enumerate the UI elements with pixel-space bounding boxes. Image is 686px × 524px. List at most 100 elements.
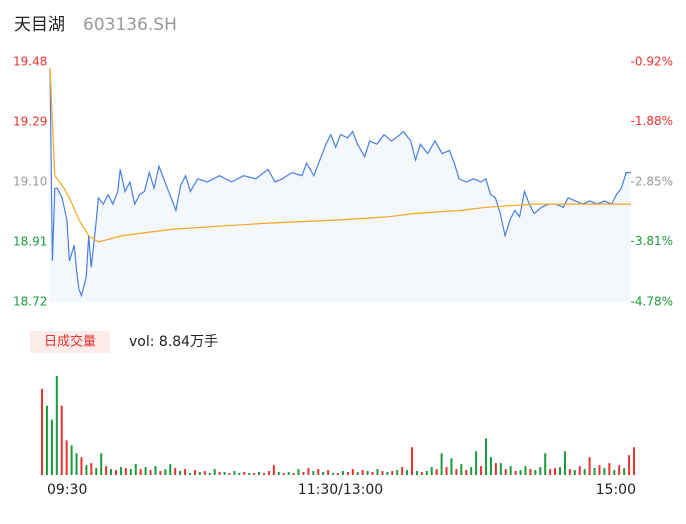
volume-bar xyxy=(75,453,78,475)
volume-bar xyxy=(80,457,83,475)
volume-bar xyxy=(554,468,557,475)
volume-bar xyxy=(415,471,418,475)
volume-bar xyxy=(218,472,221,475)
y-tick-label: 19.48 xyxy=(13,55,47,69)
volume-bar xyxy=(618,465,621,475)
volume-bar xyxy=(115,470,117,475)
volume-bar xyxy=(509,466,512,475)
volume-bar xyxy=(608,463,611,475)
volume-bar xyxy=(504,469,507,475)
volume-bar xyxy=(277,472,280,475)
volume-bar xyxy=(583,469,586,475)
price-area xyxy=(50,68,631,302)
volume-bar xyxy=(593,468,596,475)
volume-bar xyxy=(381,471,384,475)
volume-bar xyxy=(154,466,157,475)
volume-bar xyxy=(119,467,122,475)
volume-total: vol: 8.84万手 xyxy=(129,334,218,350)
x-tick-label: 15:00 xyxy=(596,482,636,498)
volume-bar xyxy=(519,470,522,475)
volume-bar xyxy=(470,467,473,475)
y-tick-label: 18.91 xyxy=(13,235,47,249)
volume-bar xyxy=(494,463,497,475)
volume-bar xyxy=(588,457,591,475)
volume-bar xyxy=(435,469,438,475)
volume-bar xyxy=(475,451,478,475)
volume-bar xyxy=(356,472,359,475)
volume-bar xyxy=(263,473,265,475)
volume-bar xyxy=(499,463,502,475)
volume-bar xyxy=(628,455,631,475)
volume-bar xyxy=(149,470,152,475)
volume-bar xyxy=(337,473,339,475)
volume-bar xyxy=(376,469,379,475)
x-tick-label: 11:30/13:00 xyxy=(298,482,383,498)
volume-bar xyxy=(539,467,542,475)
y2-tick-label: -1.88% xyxy=(631,114,673,128)
volume-legend: 日成交量 xyxy=(44,334,96,350)
volume-bar xyxy=(480,466,483,475)
volume-bar xyxy=(391,471,394,475)
volume-bar xyxy=(346,472,349,475)
volume-bar xyxy=(332,473,335,475)
volume-bar xyxy=(282,473,285,475)
volume-bar xyxy=(95,468,98,475)
volume-bar xyxy=(312,471,315,475)
volume-bar xyxy=(559,467,561,475)
volume-bar xyxy=(179,471,182,475)
volume-bar xyxy=(213,469,216,475)
volume-bar xyxy=(425,471,428,475)
volume-bar xyxy=(129,469,132,475)
y2-tick-label: -3.81% xyxy=(631,234,673,248)
volume-bar xyxy=(292,473,295,475)
volume-bar xyxy=(258,472,261,475)
volume-bar xyxy=(105,466,108,475)
volume-bar xyxy=(60,405,63,475)
volume-bar xyxy=(534,470,537,475)
volume-bar xyxy=(193,470,196,475)
volume-bar xyxy=(134,464,137,475)
volume-bar xyxy=(45,405,48,475)
volume-bar xyxy=(238,473,241,475)
volume-bar xyxy=(70,445,73,475)
volume-bar xyxy=(233,471,236,475)
volume-bar xyxy=(267,471,270,475)
volume-bar xyxy=(598,465,601,475)
volume-bar xyxy=(302,472,305,475)
volume-bar xyxy=(144,467,147,475)
volume-bar xyxy=(243,472,246,475)
volume-bar xyxy=(411,447,413,475)
volume-bar xyxy=(228,473,231,475)
volume-bar xyxy=(223,472,226,475)
y2-tick-label: -4.78% xyxy=(631,295,673,309)
volume-bar xyxy=(100,453,103,475)
volume-bar xyxy=(208,473,211,475)
volume-bar xyxy=(445,467,448,475)
volume-bar xyxy=(440,453,443,475)
volume-bar xyxy=(455,469,458,475)
volume-bar xyxy=(603,468,606,475)
volume-bar xyxy=(578,466,581,475)
volume-bar xyxy=(544,453,547,475)
volume-bar xyxy=(563,451,566,475)
volume-bar xyxy=(420,472,423,475)
volume-bar xyxy=(203,471,206,475)
volume-bar xyxy=(529,469,532,475)
volume-bar xyxy=(514,471,517,475)
volume-bar xyxy=(613,470,616,475)
volume-bar xyxy=(174,468,177,475)
volume-bar xyxy=(406,470,409,475)
volume-bar xyxy=(248,473,251,475)
volume-bar xyxy=(139,469,142,475)
volume-bar xyxy=(430,467,433,475)
volume-bar xyxy=(124,468,127,475)
volume-bar xyxy=(287,472,290,475)
volume-bar xyxy=(55,376,58,475)
volume-bar xyxy=(90,463,93,475)
volume-bar xyxy=(184,469,187,475)
y-tick-label: 18.72 xyxy=(13,295,47,309)
volume-bar xyxy=(568,469,571,475)
stock-name: 天目湖 xyxy=(14,15,65,35)
volume-bar xyxy=(110,469,113,475)
volume-bar xyxy=(65,440,68,475)
